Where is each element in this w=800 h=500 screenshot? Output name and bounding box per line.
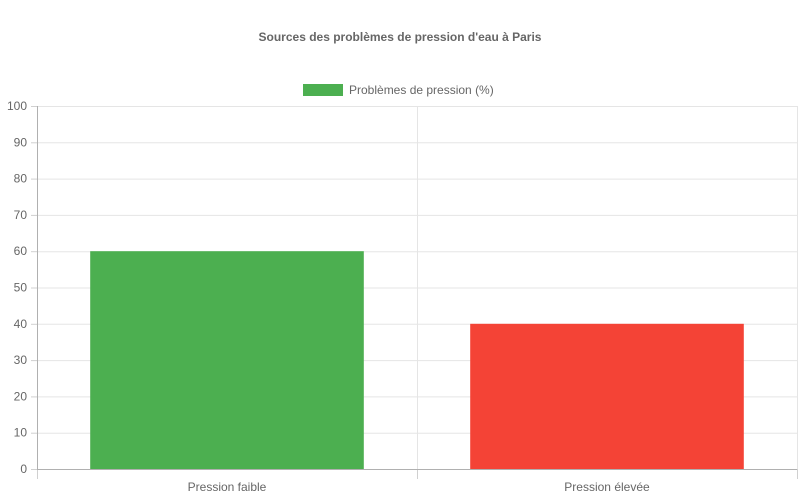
x-tick-label: Pression faible <box>188 480 267 494</box>
bars-layer <box>90 251 744 469</box>
legend-swatch <box>303 84 343 96</box>
ticks-layer: 0 10 20 30 40 50 60 70 80 90 100 Pression faible Pre… <box>7 99 650 494</box>
bar-2 <box>470 323 744 469</box>
y-tick-label: 40 <box>14 317 28 331</box>
y-tick-label: 90 <box>14 135 28 149</box>
y-tick-label: 10 <box>14 426 28 440</box>
y-tick-label: 70 <box>14 208 28 222</box>
legend-label: Problèmes de pression (%) <box>349 83 494 97</box>
x-tick-label: Pression élevée <box>564 480 650 494</box>
y-tick-label: 80 <box>14 172 28 186</box>
y-tick-label: 100 <box>7 99 27 113</box>
y-tick-label: 0 <box>20 462 27 476</box>
bar-1 <box>90 251 364 469</box>
legend[interactable]: Problèmes de pression (%) <box>303 83 494 97</box>
y-tick-label: 50 <box>14 281 28 295</box>
y-tick-label: 30 <box>14 353 28 367</box>
axes-layer <box>31 106 798 479</box>
y-tick-label: 60 <box>14 244 28 258</box>
y-tick-label: 20 <box>14 389 28 403</box>
chart-title: Sources des problèmes de pression d'eau … <box>259 30 542 44</box>
